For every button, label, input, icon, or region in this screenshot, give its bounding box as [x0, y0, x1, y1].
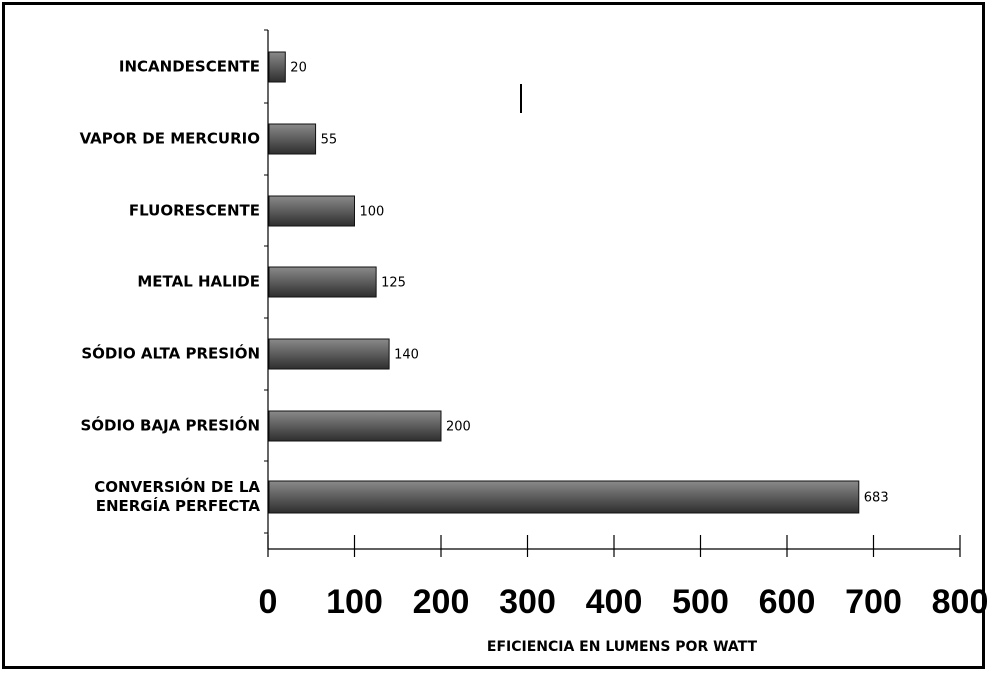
x-tick-label: 600 — [759, 583, 816, 621]
x-tick-label: 500 — [672, 583, 729, 621]
bar — [268, 480, 860, 514]
bar-value-label: 55 — [321, 133, 338, 148]
category-label: VAPOR DE MERCURIO — [80, 130, 260, 148]
bar — [268, 266, 377, 298]
plot-area: 0 100 200 300 400 500 600 700 800 20 INCANDESCENTE… — [80, 29, 989, 621]
bar-value-label: 100 — [360, 205, 385, 220]
bar — [268, 338, 390, 370]
bar-value-label: 683 — [864, 491, 889, 506]
category-label: SÓDIO BAJA PRESIÓN — [81, 416, 261, 435]
chart-frame — [2, 2, 985, 669]
bar — [268, 51, 286, 83]
bar-value-label: 125 — [381, 276, 406, 291]
category-label: SÓDIO ALTA PRESIÓN — [81, 344, 260, 363]
bar-value-label: 20 — [290, 61, 307, 76]
x-axis-label: EFICIENCIA EN LUMENS POR WATT — [487, 639, 758, 655]
bar — [268, 195, 355, 227]
category-label: FLUORESCENTE — [129, 202, 260, 220]
bar — [268, 410, 442, 442]
x-tick-label: 0 — [259, 583, 278, 621]
category-label: INCANDESCENTE — [119, 58, 260, 76]
x-tick-label: 800 — [932, 583, 989, 621]
x-tick-label: 200 — [413, 583, 470, 621]
category-label: METAL HALIDE — [137, 273, 260, 291]
x-tick-label: 100 — [326, 583, 383, 621]
x-tick-label: 700 — [845, 583, 902, 621]
bar — [268, 123, 317, 155]
x-tick-label: 300 — [499, 583, 556, 621]
x-tick-label: 400 — [586, 583, 643, 621]
category-label: ENERGÍA PERFECTA — [96, 496, 261, 515]
category-label: CONVERSIÓN DE LA — [94, 477, 260, 496]
bar-value-label: 200 — [446, 420, 471, 435]
bar-value-label: 140 — [394, 348, 419, 363]
